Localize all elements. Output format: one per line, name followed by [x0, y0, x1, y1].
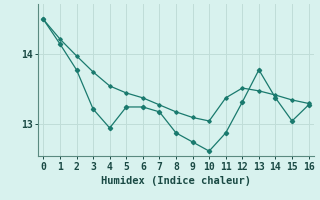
- X-axis label: Humidex (Indice chaleur): Humidex (Indice chaleur): [101, 176, 251, 186]
